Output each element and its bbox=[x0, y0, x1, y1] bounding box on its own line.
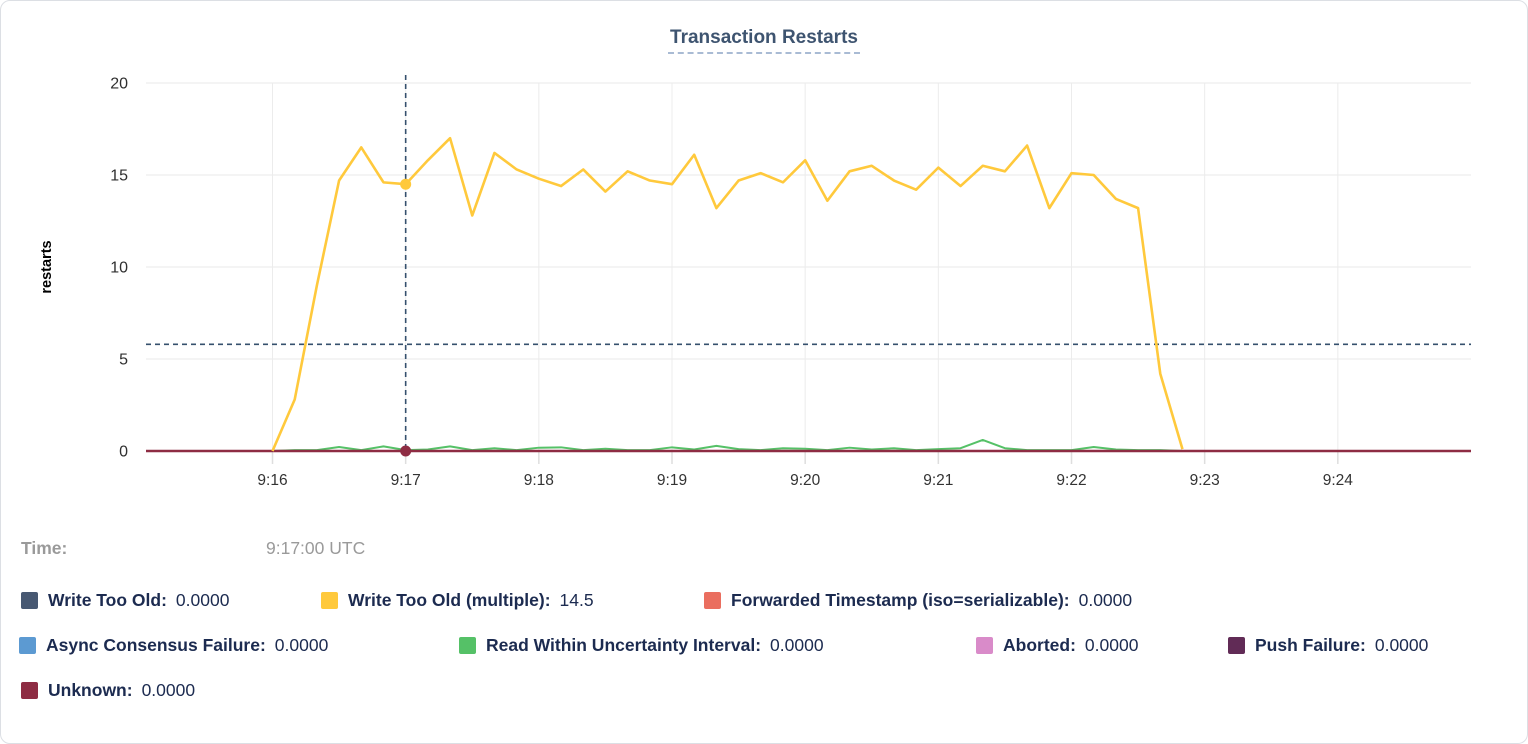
legend-label: Async Consensus Failure: bbox=[46, 635, 266, 655]
y-axis-tick-label: 15 bbox=[110, 168, 128, 185]
legend-label: Write Too Old (multiple): bbox=[348, 590, 551, 610]
legend-swatch-icon bbox=[704, 592, 721, 609]
y-axis-tick-label: 10 bbox=[110, 260, 128, 277]
legend-value: 0.0000 bbox=[1078, 590, 1133, 610]
legend-item-forwarded-timestamp-iso-serializable: Forwarded Timestamp (iso=serializable): 0… bbox=[704, 590, 1132, 611]
hover-time-label: Time: bbox=[21, 538, 68, 558]
legend-value: 0.0000 bbox=[1374, 635, 1429, 655]
crosshair bbox=[146, 75, 1471, 451]
legend-item-write-too-old: Write Too Old: 0.0000 bbox=[21, 590, 229, 611]
y-axis-title: restarts bbox=[39, 240, 55, 293]
legend-item-async-consensus-failure: Async Consensus Failure: 0.0000 bbox=[19, 635, 328, 656]
legend-label: Unknown: bbox=[48, 680, 133, 700]
legend-swatch-icon bbox=[459, 637, 476, 654]
x-axis-tick-label: 9:20 bbox=[790, 472, 821, 489]
legend-label: Read Within Uncertainty Interval: bbox=[486, 635, 762, 655]
legend-swatch-icon bbox=[19, 637, 36, 654]
x-axis-tick-label: 9:22 bbox=[1056, 472, 1086, 489]
legend-label: Aborted: bbox=[1003, 635, 1076, 655]
legend-item-read-within-uncertainty-interval: Read Within Uncertainty Interval: 0.0000 bbox=[459, 635, 824, 656]
axis-labels: 0 5 10 15 20 9:16 9:17 9:18 9:19 9:20 9:21 9:22 9:23… bbox=[39, 76, 1353, 490]
transaction-restarts-chart[interactable]: 0 5 10 15 20 9:16 9:17 9:18 9:19 9:20 9:21 9:22 9:23… bbox=[1, 61, 1528, 511]
x-axis-tick-label: 9:24 bbox=[1323, 472, 1354, 489]
legend-swatch-icon bbox=[21, 682, 38, 699]
legend-swatch-icon bbox=[976, 637, 993, 654]
legend-row: Write Too Old: 0.0000 Write Too Old (multi… bbox=[1, 590, 1527, 618]
legend-row: Unknown: 0.0000 bbox=[1, 680, 1527, 708]
legend-value: 0.0000 bbox=[770, 635, 824, 655]
legend-swatch-icon bbox=[321, 592, 338, 609]
series-line-write-too-old-multiple bbox=[271, 136, 1184, 452]
legend-label: Push Failure: bbox=[1255, 635, 1366, 655]
legend-item-unknown: Unknown: 0.0000 bbox=[21, 680, 195, 701]
y-axis-tick-label: 20 bbox=[110, 76, 128, 93]
page-title[interactable]: Transaction Restarts bbox=[668, 27, 860, 54]
x-axis-tick-label: 9:16 bbox=[257, 472, 287, 489]
legend-value: 0.0000 bbox=[175, 590, 230, 610]
x-axis-tick-label: 9:21 bbox=[923, 472, 953, 489]
legend-value: 0.0000 bbox=[1084, 635, 1139, 655]
hover-time-value: 9:17:00 UTC bbox=[266, 538, 366, 558]
legend-value: 0.0000 bbox=[274, 635, 329, 655]
legend-label: Forwarded Timestamp (iso=serializable): bbox=[731, 590, 1070, 610]
legend-label: Write Too Old: bbox=[48, 590, 167, 610]
chart-header: Transaction Restarts bbox=[1, 27, 1527, 54]
gridlines bbox=[146, 82, 1471, 464]
x-axis-tick-label: 9:17 bbox=[391, 472, 421, 489]
legend-value: 14.5 bbox=[559, 590, 594, 610]
x-axis-tick-label: 9:23 bbox=[1190, 472, 1220, 489]
hover-dot-write-too-old-multiple bbox=[400, 178, 412, 190]
legend-item-write-too-old-multiple: Write Too Old (multiple): 14.5 bbox=[321, 590, 594, 611]
legend-value: 0.0000 bbox=[141, 680, 196, 700]
legend-row: Async Consensus Failure: 0.0000 Read Withi… bbox=[1, 635, 1527, 663]
legend-item-push-failure: Push Failure: 0.0000 bbox=[1228, 635, 1428, 656]
y-axis-tick-label: 0 bbox=[119, 444, 128, 461]
y-axis-tick-label: 5 bbox=[119, 352, 128, 369]
x-axis-tick-label: 9:19 bbox=[657, 472, 687, 489]
hover-dot-unknown bbox=[400, 445, 412, 457]
x-axis-tick-label: 9:18 bbox=[524, 472, 554, 489]
legend-swatch-icon bbox=[21, 592, 38, 609]
legend-item-aborted: Aborted: 0.0000 bbox=[976, 635, 1138, 656]
legend-swatch-icon bbox=[1228, 637, 1245, 654]
